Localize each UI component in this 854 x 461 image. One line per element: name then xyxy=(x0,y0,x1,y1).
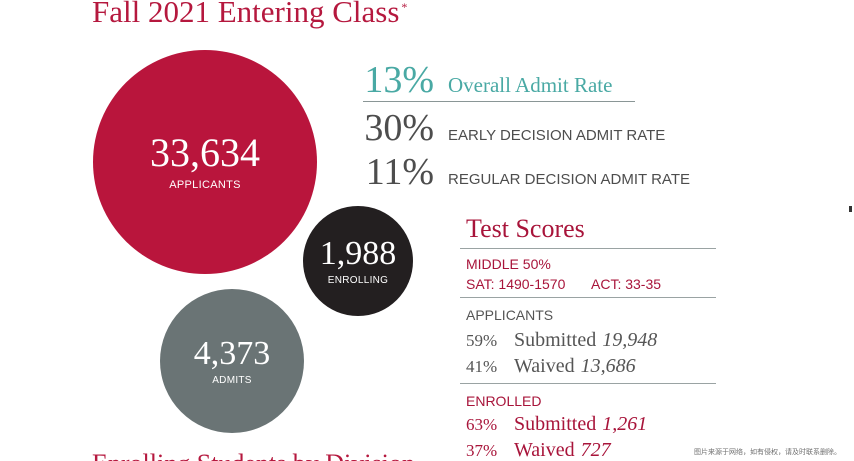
enrolled-submitted-row: 63% Submitted 1,261 xyxy=(466,413,647,436)
overall-admit-rate-pct: 13% xyxy=(364,59,434,101)
applicants-submitted-row: 59% Submitted 19,948 xyxy=(466,329,657,352)
title-footnote-mark: * xyxy=(401,0,408,14)
enrolled-header: ENROLLED xyxy=(466,393,542,409)
admits-value: 4,373 xyxy=(193,334,271,372)
enrolled-submitted-label: Submitted xyxy=(514,413,597,435)
applicants-header: APPLICANTS xyxy=(466,307,554,323)
early-decision-admit-rate: 30% EARLY DECISION ADMIT RATE xyxy=(362,106,665,150)
overall-rate-divider xyxy=(363,101,635,102)
watermark-text: 图片来源于网络，如有侵权，请及时联系删除。 xyxy=(694,449,841,456)
enrolled-submitted-count: 1,261 xyxy=(602,413,648,435)
test-scores-divider xyxy=(460,248,716,249)
overall-admit-rate: 13% Overall Admit Rate xyxy=(362,58,612,102)
page-title-text: Fall 2021 Entering Class xyxy=(92,0,400,29)
regular-decision-pct: 11% xyxy=(365,151,434,193)
applicants-waived-label: Waived xyxy=(514,355,575,377)
applicants-circle: 33,634 APPLICANTS xyxy=(93,50,317,274)
enrolling-circle: 1,988 ENROLLING xyxy=(303,206,413,316)
overall-admit-rate-label: Overall Admit Rate xyxy=(448,73,613,97)
enrolled-waived-count: 727 xyxy=(580,439,611,461)
applicants-submitted-label: Submitted xyxy=(514,329,597,351)
act-range: ACT: 33-35 xyxy=(591,276,662,292)
enrolling-label: ENROLLING xyxy=(327,274,389,286)
page-title: Fall 2021 Entering Class * xyxy=(92,0,407,30)
applicants-label: APPLICANTS xyxy=(169,179,241,191)
enrolling-value: 1,988 xyxy=(319,234,397,272)
test-scores-title: Test Scores xyxy=(466,214,585,243)
early-decision-pct: 30% xyxy=(364,107,434,149)
applicants-submitted-pct: 59% xyxy=(466,331,498,350)
applicants-waived-row: 41% Waived 13,686 xyxy=(466,355,636,378)
admits-label: ADMITS xyxy=(212,374,252,386)
admits-circle: 4,373 ADMITS xyxy=(160,289,304,433)
enrolled-waived-row: 37% Waived 727 xyxy=(466,439,611,461)
regular-decision-admit-rate: 11% REGULAR DECISION ADMIT RATE xyxy=(362,150,690,194)
applicants-waived-pct: 41% xyxy=(466,357,498,376)
early-decision-label: EARLY DECISION ADMIT RATE xyxy=(448,127,666,144)
bottom-section-heading: Enrolling Students by Division xyxy=(92,449,415,461)
sat-range: SAT: 1490-1570 xyxy=(466,276,566,292)
enrolled-submitted-pct: 63% xyxy=(466,415,498,434)
edge-mark xyxy=(849,206,852,212)
applicants-value: 33,634 xyxy=(150,130,260,175)
applicants-divider xyxy=(460,383,716,384)
regular-decision-label: REGULAR DECISION ADMIT RATE xyxy=(448,171,690,188)
middle50-header: MIDDLE 50% xyxy=(466,256,551,272)
enrolled-waived-label: Waived xyxy=(514,439,575,461)
applicants-submitted-count: 19,948 xyxy=(602,329,658,351)
enrolled-waived-pct: 37% xyxy=(466,441,498,460)
applicants-waived-count: 13,686 xyxy=(580,355,636,377)
middle50-divider xyxy=(460,297,716,298)
